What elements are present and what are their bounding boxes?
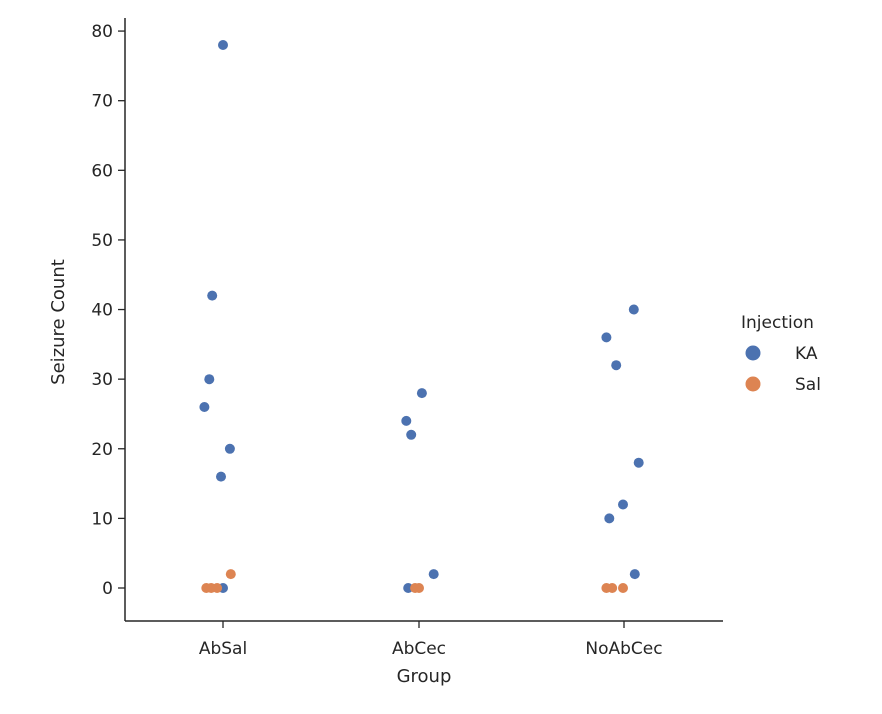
data-point-sal <box>212 583 223 593</box>
data-point-ka <box>416 388 427 399</box>
legend-title: Injection <box>741 313 814 333</box>
data-point-ka <box>224 443 235 454</box>
y-tick-label: 50 <box>91 231 113 251</box>
data-point-ka <box>218 40 228 50</box>
data-point-ka <box>604 513 615 524</box>
data-point-ka <box>428 569 439 580</box>
data-point-ka <box>207 290 218 301</box>
y-axis-title: Seizure Count <box>48 259 69 385</box>
legend: Injection KA Sal <box>741 313 821 395</box>
axes: 0 10 20 30 40 50 60 70 80 AbSal AbCec NoAbCec <box>91 18 723 659</box>
y-tick-label: 0 <box>102 579 113 599</box>
data-point-ka <box>401 415 412 426</box>
y-tick-label: 80 <box>91 22 113 42</box>
legend-label-sal: Sal <box>795 375 821 395</box>
data-point-ka <box>611 360 622 371</box>
x-tick-label: AbSal <box>199 639 247 659</box>
data-points <box>199 40 644 593</box>
y-tick-label: 40 <box>91 301 113 321</box>
y-tick-label: 10 <box>91 509 113 529</box>
data-point-sal <box>607 583 618 593</box>
data-point-sal <box>618 583 628 593</box>
data-point-ka <box>199 402 210 412</box>
data-point-ka <box>633 457 644 468</box>
x-axis-title: Group <box>397 666 452 687</box>
legend-marker-sal <box>745 376 761 392</box>
data-point-ka <box>204 374 215 385</box>
data-point-sal <box>225 569 236 580</box>
data-point-ka <box>406 429 417 440</box>
data-point-ka <box>403 583 414 593</box>
y-tick-label: 30 <box>91 370 113 390</box>
x-tick-label: NoAbCec <box>585 639 662 659</box>
data-point-sal <box>414 583 424 593</box>
data-point-ka <box>216 471 226 482</box>
data-point-ka <box>618 499 628 510</box>
y-tick-label: 20 <box>91 440 113 460</box>
data-point-ka <box>628 304 639 315</box>
legend-label-ka: KA <box>795 344 818 364</box>
y-tick-label: 60 <box>91 161 113 181</box>
data-point-ka <box>629 569 640 580</box>
data-point-ka <box>601 332 612 343</box>
y-tick-label: 70 <box>91 92 113 112</box>
legend-marker-ka <box>745 345 761 361</box>
x-tick-label: AbCec <box>392 639 446 659</box>
